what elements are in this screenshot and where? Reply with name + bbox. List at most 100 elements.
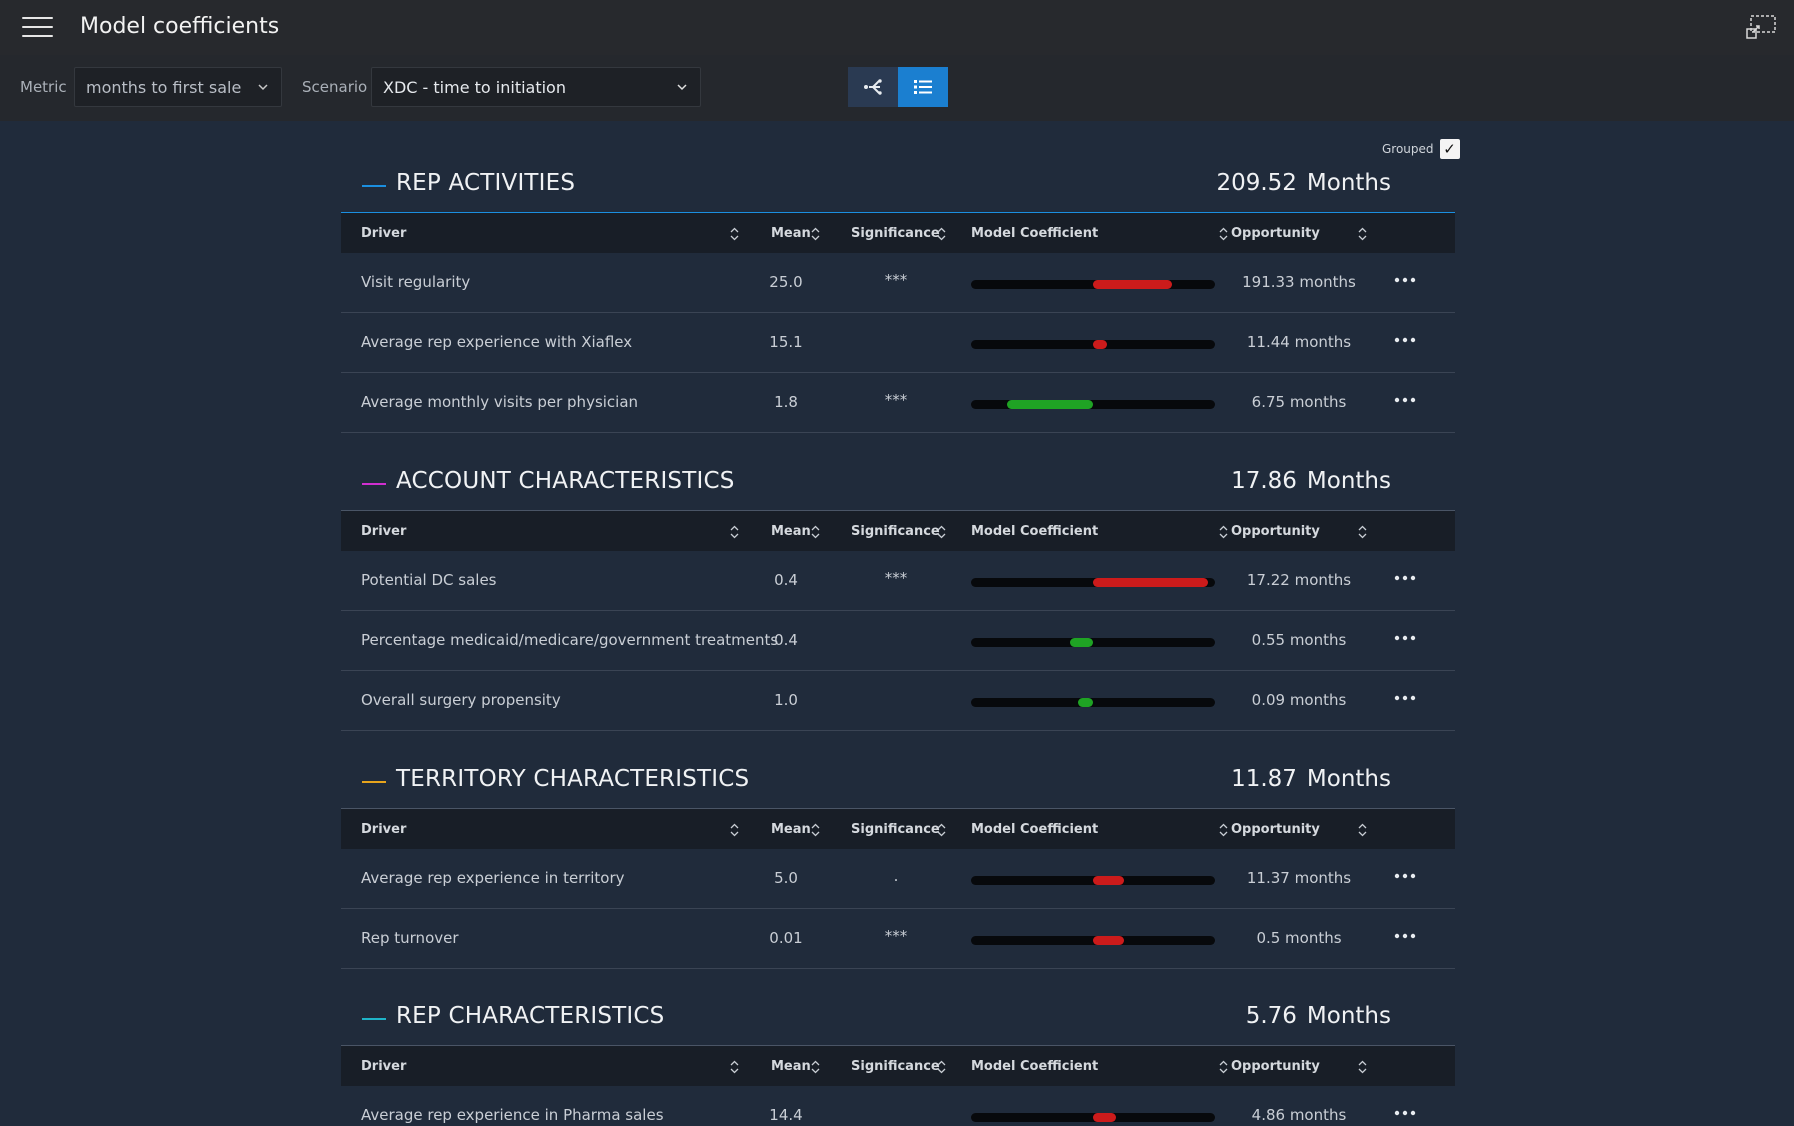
metric-select[interactable]: months to first sale (74, 67, 282, 107)
opportunity-value: 191.33 months (1242, 273, 1356, 291)
sort-icon[interactable] (1358, 1059, 1367, 1074)
sort-icon[interactable] (1358, 524, 1367, 539)
coefficient-bar (971, 400, 1215, 409)
sort-icon[interactable] (1219, 1059, 1228, 1074)
chevron-down-icon (258, 84, 268, 91)
list-view-button[interactable] (898, 67, 948, 107)
column-header-driver[interactable]: Driver (361, 524, 407, 539)
column-header-opportunity[interactable]: Opportunity (1231, 1059, 1320, 1074)
section-total-value: 11.87 (1231, 766, 1297, 792)
mean-value: 1.8 (774, 393, 798, 411)
sort-icon[interactable] (811, 524, 820, 539)
sort-icon[interactable] (1358, 226, 1367, 241)
coefficient-bar (971, 340, 1215, 349)
driver-name: Percentage medicaid/medicare/government … (361, 631, 779, 649)
mean-value: 0.4 (774, 571, 798, 589)
sort-icon[interactable] (811, 1059, 820, 1074)
column-header-driver[interactable]: Driver (361, 1059, 407, 1074)
column-header-significance[interactable]: Significance (851, 524, 940, 539)
section-divider (341, 808, 1455, 809)
column-header-driver[interactable]: Driver (361, 822, 407, 837)
sort-icon[interactable] (1358, 822, 1367, 837)
more-icon[interactable] (1393, 569, 1417, 581)
section-total-unit: Months (1306, 1003, 1391, 1029)
coefficient-fill (1093, 578, 1209, 587)
section-header: TERRITORY CHARACTERISTICS 11.87 Months (341, 756, 1455, 808)
sort-icon[interactable] (811, 226, 820, 241)
metric-select-value: months to first sale (86, 78, 242, 97)
mean-value: 15.1 (769, 333, 803, 351)
mean-value: 0.01 (769, 929, 803, 947)
sort-icon[interactable] (1219, 524, 1228, 539)
opportunity-value: 11.44 months (1246, 333, 1352, 351)
fullscreen-icon[interactable] (1745, 14, 1777, 40)
mean-value: 0.4 (774, 631, 798, 649)
sort-icon[interactable] (1219, 822, 1228, 837)
driver-name: Average rep experience with Xiaflex (361, 333, 633, 351)
grouped-checkbox[interactable]: ✓ (1439, 139, 1460, 159)
column-header-mean[interactable]: Mean (771, 1059, 811, 1074)
table-header: Driver Mean Significance Model Coefficient O… (341, 809, 1455, 849)
tree-view-icon (864, 79, 882, 95)
sort-icon[interactable] (937, 226, 946, 241)
page-title: Model coefficients (80, 14, 280, 39)
opportunity-value: 11.37 months (1246, 869, 1352, 887)
section-total: 5.76 Months (1246, 1003, 1391, 1029)
section-color-dash (362, 781, 386, 783)
column-header-coefficient[interactable]: Model Coefficient (971, 1059, 1099, 1074)
column-header-mean[interactable]: Mean (771, 226, 811, 241)
more-icon[interactable] (1393, 927, 1417, 939)
table-row: Average rep experience in territory 5.0. 1… (341, 849, 1455, 909)
section-total: 17.86 Months (1231, 468, 1391, 494)
more-icon[interactable] (1393, 271, 1417, 283)
more-icon[interactable] (1393, 867, 1417, 879)
coefficient-fill (1093, 1113, 1116, 1122)
opportunity-value: 0.55 months (1251, 631, 1347, 649)
sort-icon[interactable] (1219, 226, 1228, 241)
column-header-mean[interactable]: Mean (771, 524, 811, 539)
opportunity-value: 0.09 months (1251, 691, 1347, 709)
more-icon[interactable] (1393, 689, 1417, 701)
sort-icon[interactable] (730, 822, 739, 837)
tree-view-button[interactable] (848, 67, 898, 107)
section-color-dash (362, 483, 386, 485)
column-header-significance[interactable]: Significance (851, 226, 940, 241)
metric-label: Metric (20, 78, 67, 96)
sort-icon[interactable] (811, 822, 820, 837)
sort-icon[interactable] (730, 226, 739, 241)
column-header-coefficient[interactable]: Model Coefficient (971, 524, 1099, 539)
sort-icon[interactable] (730, 524, 739, 539)
column-header-opportunity[interactable]: Opportunity (1231, 524, 1320, 539)
sort-icon[interactable] (937, 822, 946, 837)
scenario-select[interactable]: XDC - time to initiation (371, 67, 701, 107)
coefficient-fill (1093, 876, 1124, 885)
sort-icon[interactable] (730, 1059, 739, 1074)
sort-icon[interactable] (937, 1059, 946, 1074)
section-color-dash (362, 1018, 386, 1020)
more-icon[interactable] (1393, 629, 1417, 641)
driver-name: Overall surgery propensity (361, 691, 561, 709)
column-header-driver[interactable]: Driver (361, 226, 407, 241)
table-row: Average rep experience in Pharma sales 14… (341, 1086, 1455, 1126)
coefficient-bar (971, 280, 1215, 289)
column-header-opportunity[interactable]: Opportunity (1231, 822, 1320, 837)
top-bar: Model coefficients (0, 0, 1794, 55)
coefficient-fill (1093, 280, 1172, 289)
column-header-opportunity[interactable]: Opportunity (1231, 226, 1320, 241)
coefficient-bar (971, 936, 1215, 945)
column-header-mean[interactable]: Mean (771, 822, 811, 837)
column-header-significance[interactable]: Significance (851, 822, 940, 837)
driver-name: Potential DC sales (361, 571, 497, 589)
more-icon[interactable] (1393, 1104, 1417, 1116)
coefficient-bar (971, 876, 1215, 885)
section-total: 11.87 Months (1231, 766, 1391, 792)
column-header-coefficient[interactable]: Model Coefficient (971, 226, 1099, 241)
more-icon[interactable] (1393, 391, 1417, 403)
grouped-toggle[interactable]: Grouped ✓ (1382, 139, 1460, 159)
sort-icon[interactable] (937, 524, 946, 539)
more-icon[interactable] (1393, 331, 1417, 343)
column-header-coefficient[interactable]: Model Coefficient (971, 822, 1099, 837)
section-divider (341, 1045, 1455, 1046)
hamburger-icon[interactable] (22, 17, 53, 39)
column-header-significance[interactable]: Significance (851, 1059, 940, 1074)
